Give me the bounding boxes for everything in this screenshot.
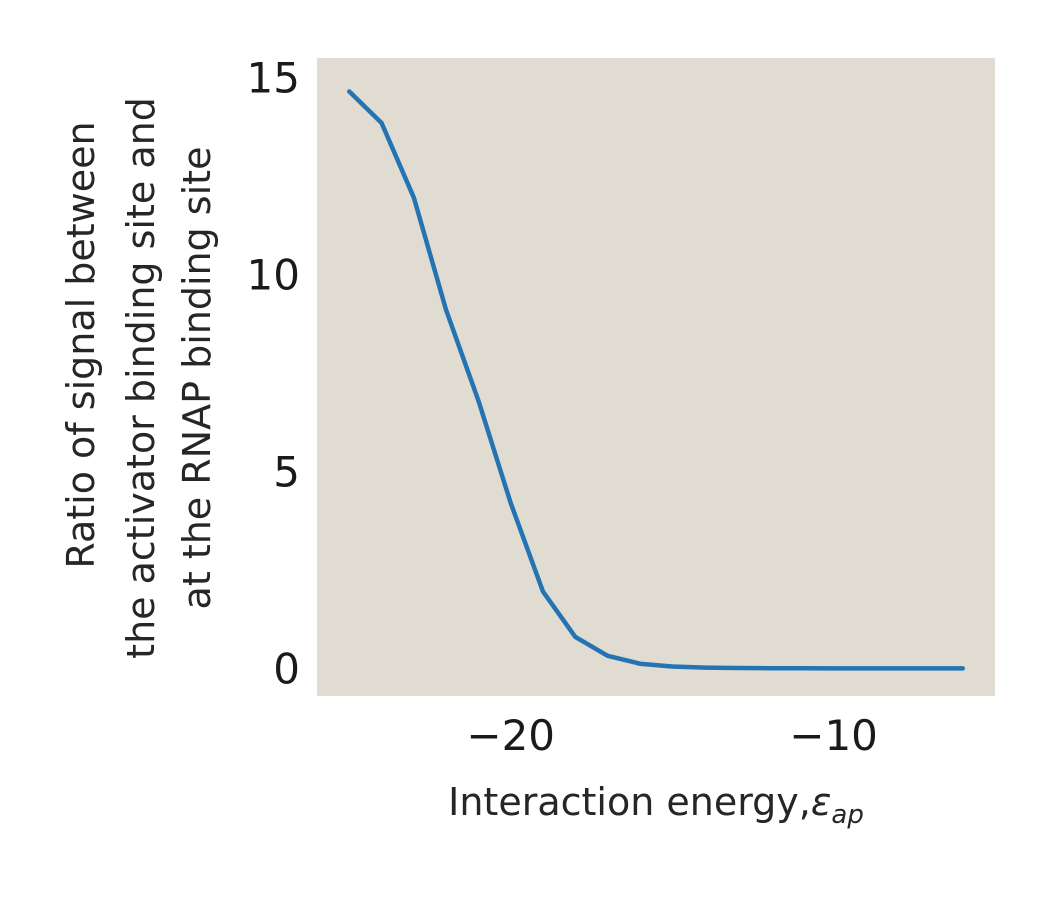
- x-tick-label: −10: [789, 711, 878, 760]
- series-line-1: [347, 89, 965, 671]
- x-axis-label-symbol: ε: [811, 780, 832, 824]
- plot-area: [317, 58, 995, 696]
- y-tick-label: 0: [273, 644, 300, 693]
- x-axis-label-subscript: ap: [831, 800, 863, 830]
- y-axis-label-line-1: Ratio of signal between: [59, 121, 103, 568]
- y-tick-label: 15: [247, 54, 300, 103]
- y-axis-label-line-2: the activator binding site and: [119, 97, 163, 659]
- y-axis-label-line-3: at the RNAP binding site: [175, 147, 219, 610]
- x-axis-label: Interaction energy,εap: [448, 780, 864, 830]
- x-tick-label: −20: [466, 711, 555, 760]
- x-axis-label-text: Interaction energy,: [448, 780, 811, 824]
- y-tick-label: 10: [247, 251, 300, 300]
- x-tick-labels: −20 −10: [466, 711, 878, 760]
- y-tick-label: 5: [273, 448, 300, 497]
- series-layer: [347, 89, 965, 671]
- y-tick-labels: 0 5 10 15: [247, 54, 300, 694]
